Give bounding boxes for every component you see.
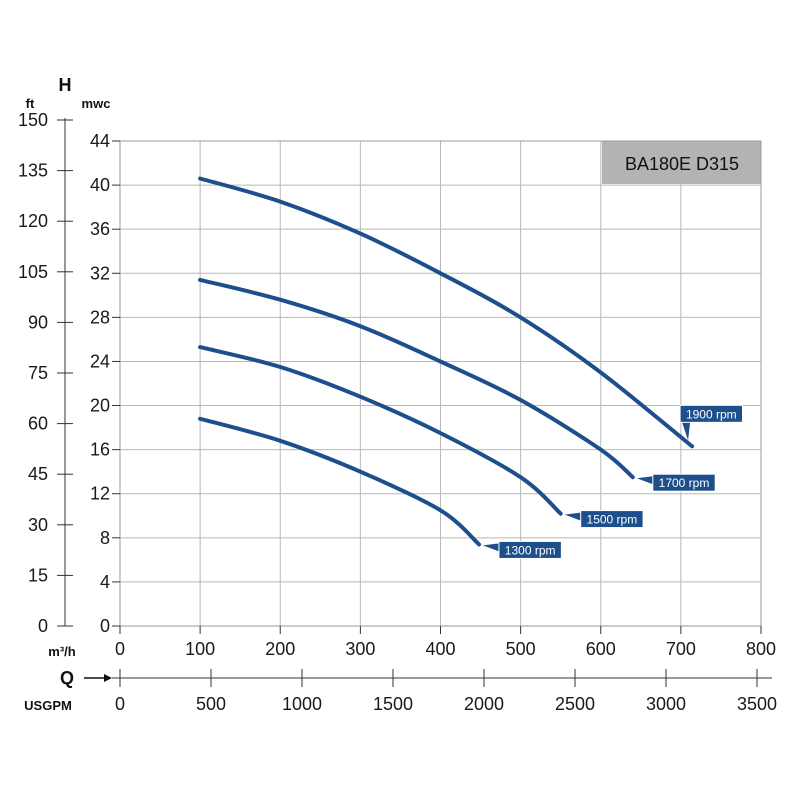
mwc-tick-label: 32 — [90, 263, 110, 283]
q-axis-symbol: Q — [60, 668, 74, 688]
usgpm-tick-label: 1500 — [373, 694, 413, 714]
series-tag-pointer — [482, 543, 499, 552]
series-tag-label: 1700 rpm — [659, 476, 710, 490]
mwc-tick-label: 12 — [90, 484, 110, 504]
ft-tick-label: 105 — [18, 262, 48, 282]
series-tag-box — [580, 510, 644, 529]
usgpm-tick-label: 3000 — [646, 694, 686, 714]
usgpm-axis-ticks: 0 500 1000 1500 2000 2500 3000 3500 — [115, 669, 777, 714]
y-axis-symbol: H — [59, 75, 72, 95]
usgpm-unit-label: USGPM — [24, 698, 72, 713]
x-tick-label: 800 — [746, 639, 776, 659]
x-tick-label: 400 — [425, 639, 455, 659]
series-tag-pointer — [636, 476, 653, 485]
series-tag-label: 1500 rpm — [587, 513, 638, 527]
usgpm-tick-label: 1000 — [282, 694, 322, 714]
series-tag-label: 1300 rpm — [505, 543, 556, 557]
title-box — [602, 141, 761, 184]
series-tag-pointer — [682, 422, 691, 441]
ft-tick-label: 120 — [18, 211, 48, 231]
x-tick-label: 200 — [265, 639, 295, 659]
ft-tick-label: 150 — [18, 110, 48, 130]
q-arrow — [84, 674, 112, 682]
series-line — [198, 277, 635, 480]
mwc-tick-label: 0 — [100, 616, 110, 636]
mwc-tick-label: 16 — [90, 440, 110, 460]
usgpm-tick-label: 3500 — [737, 694, 777, 714]
x-tick-label: 700 — [666, 639, 696, 659]
m3h-unit-label: m³/h — [48, 644, 76, 659]
usgpm-tick-label: 0 — [115, 694, 125, 714]
chart-title: BA180E D315 — [625, 154, 739, 174]
mwc-tick-label: 44 — [90, 131, 110, 151]
ft-tick-label: 135 — [18, 161, 48, 181]
mwc-tick-label: 28 — [90, 307, 110, 327]
usgpm-tick-label: 500 — [196, 694, 226, 714]
mwc-unit-label: mwc — [82, 96, 111, 111]
series-tag-box — [498, 540, 562, 559]
ft-tick-label: 75 — [28, 363, 48, 383]
x-tick-label: 600 — [586, 639, 616, 659]
ft-tick-label: 15 — [28, 565, 48, 585]
x-tick-label: 300 — [345, 639, 375, 659]
usgpm-tick-label: 2500 — [555, 694, 595, 714]
mwc-tick-label: 24 — [90, 351, 110, 371]
series-tag-pointer — [564, 512, 581, 521]
ft-tick-label: 90 — [28, 312, 48, 332]
grid — [119, 140, 762, 627]
series-tag-box — [652, 473, 716, 492]
series-line — [198, 416, 481, 547]
ft-unit-label: ft — [26, 96, 35, 111]
ft-tick-label: 45 — [28, 464, 48, 484]
series-line — [198, 176, 695, 449]
mwc-tick-label: 8 — [100, 528, 110, 548]
ft-tick-label: 0 — [38, 616, 48, 636]
x-tick-label: 100 — [185, 639, 215, 659]
x-tick-label: 500 — [506, 639, 536, 659]
series-line — [198, 345, 563, 516]
ft-tick-label: 60 — [28, 414, 48, 434]
series-tag-box — [679, 404, 743, 423]
x-tick-label: 0 — [115, 639, 125, 659]
x-axis-ticks: 0 100 200 300 400 500 600 700 800 — [115, 626, 776, 659]
series-layer: 1900 rpm 1700 rpm 1500 rpm 1300 rpm — [198, 176, 743, 559]
ft-tick-label: 30 — [28, 515, 48, 535]
usgpm-tick-label: 2000 — [464, 694, 504, 714]
mwc-axis-ticks: 0 4 8 12 16 20 24 28 32 36 40 44 — [90, 131, 120, 636]
mwc-tick-label: 4 — [100, 572, 110, 592]
mwc-tick-label: 36 — [90, 219, 110, 239]
ft-axis-ticks: 0 15 30 45 60 75 90 105 120 135 150 — [18, 110, 73, 636]
mwc-tick-label: 20 — [90, 396, 110, 416]
mwc-tick-label: 40 — [90, 175, 110, 195]
series-tag-label: 1900 rpm — [686, 407, 737, 421]
